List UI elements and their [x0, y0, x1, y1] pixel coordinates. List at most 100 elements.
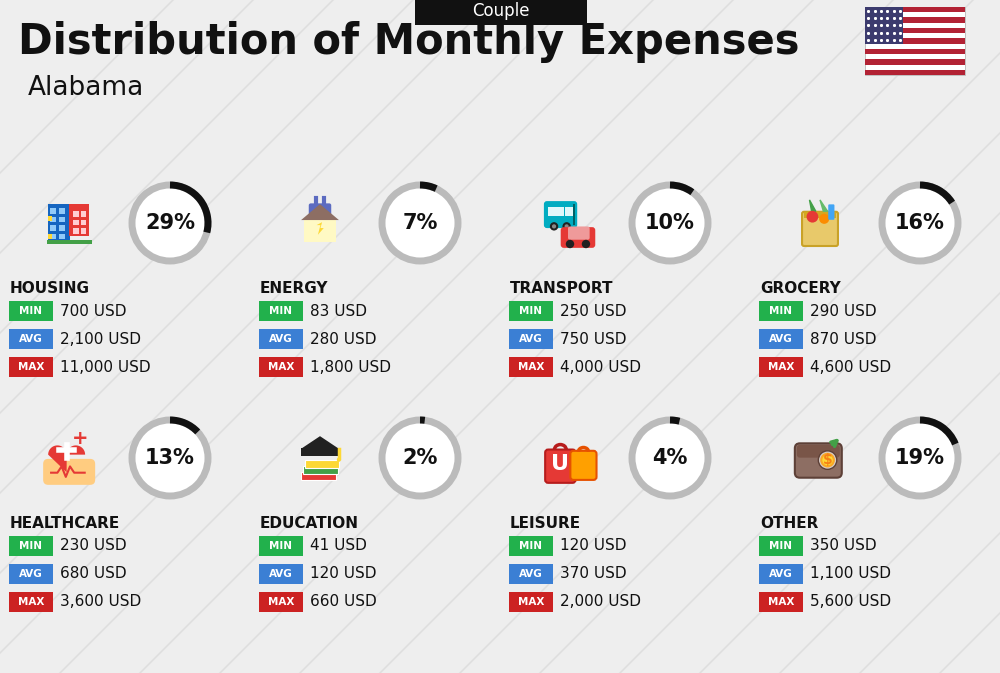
- FancyBboxPatch shape: [565, 207, 573, 217]
- Text: 4%: 4%: [652, 448, 688, 468]
- FancyBboxPatch shape: [303, 466, 338, 474]
- Text: 2,000 USD: 2,000 USD: [560, 594, 641, 610]
- Circle shape: [550, 222, 558, 231]
- Text: 1,800 USD: 1,800 USD: [310, 359, 391, 374]
- FancyBboxPatch shape: [9, 357, 53, 377]
- Circle shape: [818, 451, 837, 469]
- Polygon shape: [48, 446, 85, 472]
- Text: 41 USD: 41 USD: [310, 538, 367, 553]
- Text: 11,000 USD: 11,000 USD: [60, 359, 151, 374]
- Polygon shape: [301, 436, 339, 452]
- Text: 19%: 19%: [895, 448, 945, 468]
- Polygon shape: [301, 204, 339, 220]
- FancyBboxPatch shape: [304, 220, 336, 242]
- Circle shape: [807, 211, 818, 223]
- Text: AVG: AVG: [519, 334, 543, 344]
- Text: MAX: MAX: [268, 362, 294, 372]
- FancyBboxPatch shape: [556, 207, 564, 217]
- Polygon shape: [820, 200, 828, 211]
- Circle shape: [582, 240, 590, 248]
- FancyBboxPatch shape: [865, 28, 965, 33]
- FancyBboxPatch shape: [309, 203, 331, 217]
- FancyBboxPatch shape: [509, 329, 553, 349]
- FancyBboxPatch shape: [9, 564, 53, 584]
- Circle shape: [565, 224, 569, 228]
- FancyBboxPatch shape: [259, 564, 303, 584]
- FancyBboxPatch shape: [865, 49, 965, 54]
- Text: MIN: MIN: [520, 306, 542, 316]
- Text: Distribution of Monthly Expenses: Distribution of Monthly Expenses: [18, 21, 800, 63]
- FancyBboxPatch shape: [865, 59, 965, 65]
- FancyBboxPatch shape: [80, 219, 86, 225]
- Text: AVG: AVG: [19, 569, 43, 579]
- FancyBboxPatch shape: [259, 592, 303, 612]
- FancyBboxPatch shape: [865, 70, 965, 75]
- Text: Alabama: Alabama: [28, 75, 144, 101]
- Text: AVG: AVG: [519, 569, 543, 579]
- FancyBboxPatch shape: [509, 564, 553, 584]
- Text: 1,100 USD: 1,100 USD: [810, 567, 891, 581]
- FancyBboxPatch shape: [9, 592, 53, 612]
- Text: AVG: AVG: [269, 334, 293, 344]
- Text: 83 USD: 83 USD: [310, 304, 367, 318]
- FancyBboxPatch shape: [759, 357, 803, 377]
- Text: 10%: 10%: [645, 213, 695, 233]
- FancyBboxPatch shape: [9, 329, 53, 349]
- FancyBboxPatch shape: [509, 536, 553, 556]
- FancyBboxPatch shape: [415, 0, 587, 25]
- Text: $: $: [823, 453, 832, 467]
- Circle shape: [132, 185, 208, 261]
- FancyBboxPatch shape: [573, 204, 575, 225]
- FancyBboxPatch shape: [301, 448, 339, 456]
- FancyBboxPatch shape: [59, 225, 65, 231]
- Circle shape: [382, 420, 458, 496]
- FancyBboxPatch shape: [80, 211, 86, 217]
- Text: 2,100 USD: 2,100 USD: [60, 332, 141, 347]
- FancyBboxPatch shape: [568, 226, 590, 240]
- FancyBboxPatch shape: [548, 207, 556, 217]
- FancyBboxPatch shape: [73, 211, 79, 217]
- Text: +: +: [72, 429, 88, 448]
- Circle shape: [132, 420, 208, 496]
- Circle shape: [566, 240, 574, 248]
- Text: 750 USD: 750 USD: [560, 332, 626, 347]
- Text: 5,600 USD: 5,600 USD: [810, 594, 891, 610]
- FancyBboxPatch shape: [759, 301, 803, 321]
- Text: MIN: MIN: [770, 306, 792, 316]
- Text: 13%: 13%: [145, 448, 195, 468]
- Text: 230 USD: 230 USD: [60, 538, 127, 553]
- Circle shape: [382, 185, 458, 261]
- FancyBboxPatch shape: [259, 329, 303, 349]
- FancyBboxPatch shape: [865, 7, 965, 12]
- Text: 370 USD: 370 USD: [560, 567, 627, 581]
- Text: Couple: Couple: [472, 2, 530, 20]
- Text: MAX: MAX: [518, 362, 544, 372]
- Text: 29%: 29%: [145, 213, 195, 233]
- FancyBboxPatch shape: [545, 450, 576, 483]
- Text: 4,600 USD: 4,600 USD: [810, 359, 891, 374]
- FancyBboxPatch shape: [509, 592, 553, 612]
- FancyBboxPatch shape: [69, 204, 89, 236]
- Text: GROCERY: GROCERY: [760, 281, 841, 296]
- Text: 7%: 7%: [402, 213, 438, 233]
- Polygon shape: [810, 200, 816, 211]
- Text: 350 USD: 350 USD: [810, 538, 877, 553]
- FancyBboxPatch shape: [43, 459, 95, 485]
- Text: AVG: AVG: [19, 334, 43, 344]
- FancyBboxPatch shape: [759, 564, 803, 584]
- Text: 120 USD: 120 USD: [560, 538, 626, 553]
- Text: 3,600 USD: 3,600 USD: [60, 594, 141, 610]
- FancyBboxPatch shape: [47, 240, 92, 244]
- Circle shape: [882, 420, 958, 496]
- Text: 870 USD: 870 USD: [810, 332, 876, 347]
- FancyBboxPatch shape: [509, 301, 553, 321]
- FancyBboxPatch shape: [59, 217, 65, 222]
- FancyBboxPatch shape: [759, 536, 803, 556]
- FancyBboxPatch shape: [802, 212, 838, 246]
- Circle shape: [337, 458, 341, 462]
- Circle shape: [821, 454, 834, 466]
- Text: MAX: MAX: [268, 597, 294, 607]
- FancyBboxPatch shape: [80, 228, 86, 234]
- Text: U: U: [551, 454, 569, 474]
- Text: 700 USD: 700 USD: [60, 304, 126, 318]
